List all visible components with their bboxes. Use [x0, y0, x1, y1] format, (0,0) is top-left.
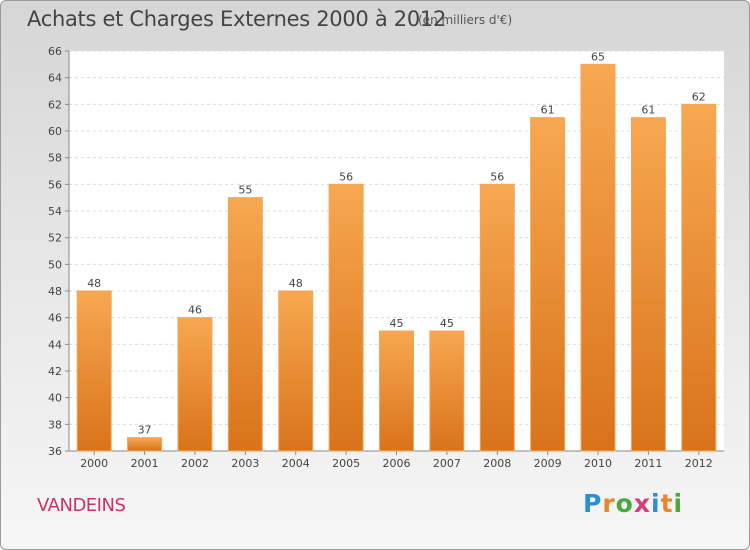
- bar-2000[interactable]: [76, 290, 112, 452]
- bar-2010[interactable]: [580, 63, 616, 452]
- bar-value-label: 48: [289, 277, 303, 290]
- x-tick-label: 2003: [231, 457, 259, 470]
- bar-value-label: 61: [541, 104, 555, 117]
- y-tick-label: 48: [48, 285, 62, 298]
- bar-value-label: 48: [87, 277, 101, 290]
- y-tick-label: 66: [48, 45, 62, 58]
- x-tick-label: 2008: [483, 457, 511, 470]
- x-tick-label: 2000: [80, 457, 108, 470]
- x-tick-label: 2006: [383, 457, 411, 470]
- y-tick-label: 40: [48, 392, 62, 405]
- bar-2012[interactable]: [681, 103, 717, 452]
- x-tick-label: 2009: [534, 457, 562, 470]
- x-tick-label: 2007: [433, 457, 461, 470]
- logo-letter: P: [583, 489, 603, 518]
- y-tick-label: 42: [48, 365, 62, 378]
- logo-letter: t: [660, 489, 674, 518]
- y-tick-label: 64: [48, 72, 62, 85]
- bar-value-label: 46: [188, 304, 202, 317]
- bar-2011[interactable]: [630, 117, 666, 452]
- logo-letter: o: [615, 489, 634, 518]
- bar-2008[interactable]: [479, 183, 515, 452]
- bar-value-label: 45: [440, 317, 454, 330]
- y-tick-label: 44: [48, 338, 62, 351]
- bar-2009[interactable]: [530, 117, 566, 452]
- y-tick-label: 58: [48, 152, 62, 165]
- bar-value-label: 65: [591, 50, 605, 63]
- chart-title: Achats et Charges Externes 2000 à 2012: [27, 7, 447, 31]
- bar-value-label: 62: [692, 90, 706, 103]
- bar-2006[interactable]: [379, 330, 414, 452]
- bar-2007[interactable]: [429, 330, 465, 452]
- bar-2005[interactable]: [328, 183, 364, 452]
- chart-subtitle: (en milliers d'€): [418, 13, 513, 27]
- x-tick-label: 2010: [584, 457, 612, 470]
- x-tick-label: 2002: [181, 457, 209, 470]
- x-tick-label: 2012: [685, 457, 713, 470]
- logo-letter: x: [633, 489, 651, 518]
- bar-value-label: 45: [390, 317, 404, 330]
- logo-letter: r: [602, 489, 616, 518]
- y-tick-label: 46: [48, 312, 62, 325]
- x-tick-label: 2011: [634, 457, 662, 470]
- logo-letter: i: [673, 489, 684, 518]
- y-tick-label: 38: [48, 418, 62, 431]
- y-tick-label: 52: [48, 232, 62, 245]
- bars: [76, 63, 717, 452]
- x-tick-label: 2005: [332, 457, 360, 470]
- y-tick-label: 56: [48, 178, 62, 191]
- bar-value-label: 56: [490, 170, 504, 183]
- y-tick-label: 62: [48, 98, 62, 111]
- bar-value-label: 61: [641, 104, 655, 117]
- bar-value-label: 56: [339, 170, 353, 183]
- commune-name: VANDEINS: [37, 495, 126, 516]
- bar-value-label: 55: [238, 184, 252, 197]
- y-tick-label: 50: [48, 258, 62, 271]
- proxiti-logo[interactable]: Proxiti: [583, 489, 683, 518]
- labels: 36 38 40 42 44 46 48 50 52 54 56 58 60 62 64 66 48 2000 37…: [48, 45, 713, 470]
- y-tick-label: 36: [48, 445, 62, 458]
- x-tick-label: 2001: [131, 457, 159, 470]
- bar-2004[interactable]: [278, 290, 314, 452]
- bar-2001[interactable]: [127, 437, 163, 452]
- logo-letter: i: [651, 489, 661, 518]
- bar-2002[interactable]: [177, 317, 213, 452]
- x-tick-label: 2004: [282, 457, 310, 470]
- bar-value-label: 37: [138, 424, 152, 437]
- y-tick-label: 54: [48, 205, 62, 218]
- y-tick-label: 60: [48, 125, 62, 138]
- bar-2003[interactable]: [227, 197, 263, 452]
